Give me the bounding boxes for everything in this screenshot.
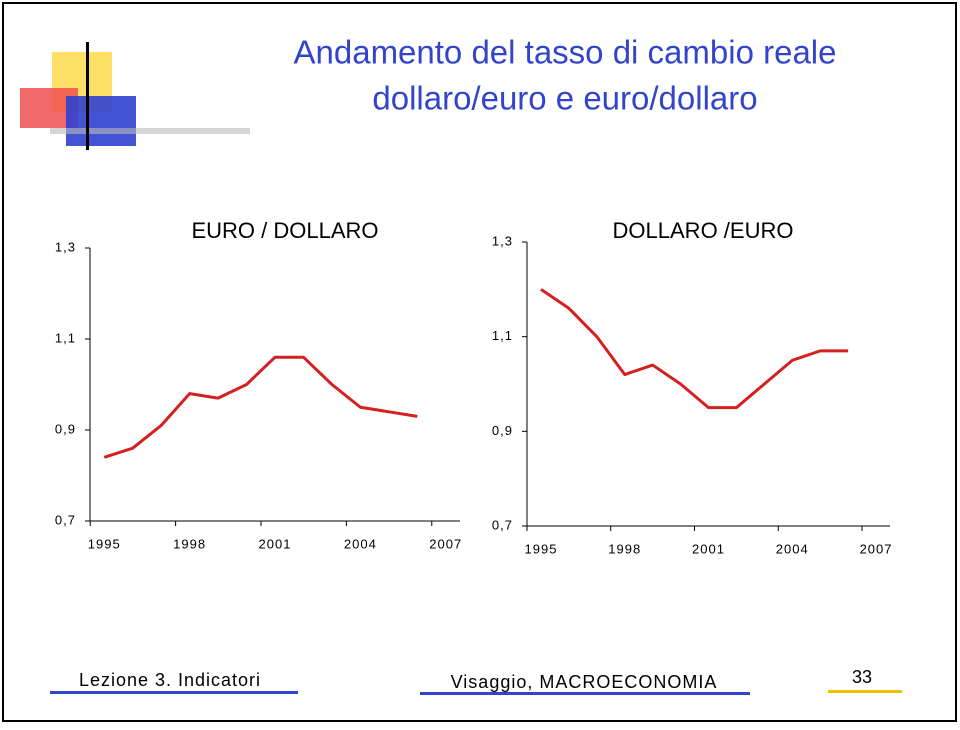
- x-tick-label: 2004: [344, 536, 377, 551]
- footer-rule: [420, 692, 750, 695]
- y-tick-label: 0,7: [55, 512, 76, 527]
- footer-rule: [50, 691, 298, 694]
- x-tick-label: 2001: [259, 536, 292, 551]
- slide-title: dollaro/euro e euro/dollaro: [372, 80, 757, 117]
- y-tick-label: 0,9: [492, 423, 513, 438]
- chart-title: EURO / DOLLARO: [191, 218, 378, 243]
- logo: [20, 42, 250, 150]
- slide-title: Andamento del tasso di cambio reale: [294, 34, 837, 71]
- y-tick-label: 1,3: [492, 233, 513, 248]
- x-tick-label: 1998: [608, 541, 641, 556]
- y-tick-label: 1,1: [55, 330, 76, 345]
- footer-center: Visaggio, MACROECONOMIA: [451, 672, 718, 692]
- chart-title: DOLLARO /EURO: [613, 218, 794, 243]
- data-line: [540, 288, 849, 410]
- y-tick-label: 0,7: [492, 517, 513, 532]
- y-tick-label: 1,3: [55, 239, 76, 254]
- x-tick-label: 1995: [525, 541, 558, 556]
- x-tick-label: 2004: [776, 541, 809, 556]
- x-tick-label: 1998: [173, 536, 206, 551]
- y-tick-label: 0,9: [55, 421, 76, 436]
- x-tick-label: 2007: [429, 536, 462, 551]
- footer-rule: [828, 690, 902, 693]
- x-tick-label: 2001: [692, 541, 725, 556]
- y-tick-label: 1,1: [492, 328, 513, 343]
- x-tick-label: 1995: [88, 536, 121, 551]
- footer-left: Lezione 3. Indicatori: [79, 670, 261, 690]
- x-tick-label: 2007: [860, 541, 893, 556]
- page-number: 33: [852, 667, 872, 687]
- data-line: [103, 355, 418, 459]
